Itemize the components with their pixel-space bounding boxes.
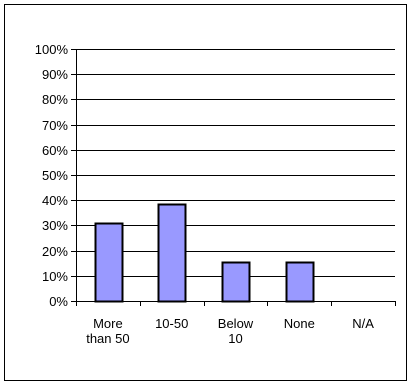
y-tick-label: 80% bbox=[42, 92, 68, 107]
y-tick-label: 60% bbox=[42, 143, 68, 158]
bar bbox=[221, 261, 251, 303]
y-tick-label: 40% bbox=[42, 193, 68, 208]
y-tick-label: 100% bbox=[35, 42, 69, 57]
y-tick-label: 90% bbox=[42, 67, 68, 82]
y-tick-label: 0% bbox=[49, 294, 68, 309]
x-tick-label: None bbox=[284, 316, 315, 331]
axes bbox=[71, 49, 396, 306]
y-tick-labels: 0% 10% 20% 30% 40% 50% 60% 70% 80% 90% 100% bbox=[35, 42, 69, 309]
bar bbox=[285, 261, 315, 303]
bars bbox=[94, 203, 315, 303]
y-tick-label: 30% bbox=[42, 218, 68, 233]
y-tick-label: 70% bbox=[42, 118, 68, 133]
bar bbox=[157, 203, 187, 303]
x-tick-label: N/A bbox=[352, 316, 374, 331]
x-tick-label: More than 50 bbox=[86, 316, 129, 346]
y-tick-label: 10% bbox=[42, 269, 68, 284]
y-tick-label: 20% bbox=[42, 244, 68, 259]
chart-frame bbox=[4, 4, 407, 381]
x-tick-labels: More than 50 10-50 Below 10 None N/A bbox=[86, 316, 374, 346]
x-tick-label: Below 10 bbox=[218, 316, 254, 346]
y-tick-label: 50% bbox=[42, 168, 68, 183]
bar bbox=[94, 222, 124, 303]
gridlines bbox=[76, 49, 395, 277]
x-tick-label: 10-50 bbox=[155, 316, 188, 331]
